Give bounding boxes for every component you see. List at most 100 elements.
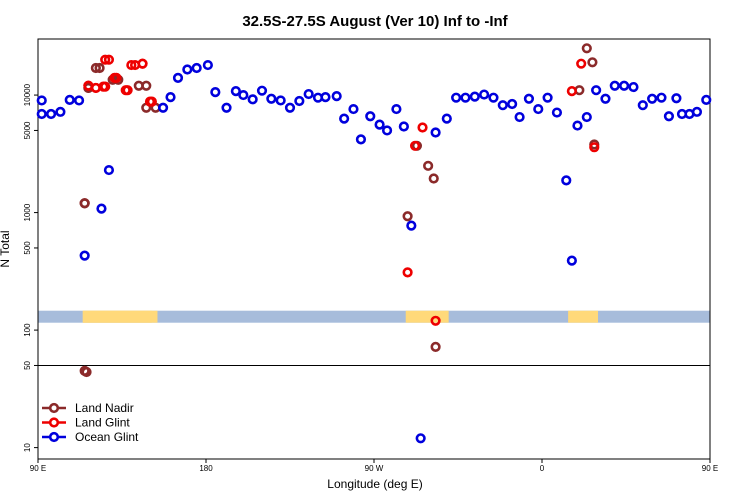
x-axis-title: Longitude (deg E) (327, 477, 422, 491)
data-point (348, 103, 359, 115)
data-point (561, 175, 572, 186)
data-point (94, 62, 105, 74)
data-point (133, 80, 144, 91)
data-point (238, 89, 249, 101)
data-point (157, 102, 169, 113)
data-point (79, 198, 90, 209)
data-point (479, 89, 490, 100)
data-point (355, 134, 367, 145)
data-point (417, 122, 428, 133)
data-point (182, 64, 193, 75)
y-tick-label: 5000 (23, 121, 32, 139)
y-tick-label: 100 (23, 323, 32, 337)
data-point (402, 267, 413, 278)
data-point (73, 95, 85, 106)
legend-item-land-nadir: Land Nadir (42, 401, 134, 415)
x-tick-label: 180 (199, 464, 213, 473)
data-point (256, 85, 268, 96)
data-point (430, 127, 441, 138)
data-point (221, 102, 232, 113)
data-point (406, 220, 417, 231)
series-ocean-glint (36, 59, 712, 444)
y-tick-label: 50 (23, 360, 32, 369)
data-point (81, 366, 92, 378)
data-point (391, 103, 402, 115)
x-tick-label: 90 W (365, 464, 384, 473)
surface-band (38, 310, 710, 323)
data-point (165, 92, 176, 103)
data-point (90, 62, 101, 74)
data-point (409, 140, 421, 151)
data-point (628, 81, 639, 93)
data-point (247, 94, 258, 105)
data-point (566, 86, 577, 97)
chart-title: 32.5S-27.5S August (Ver 10) Inf to -Inf (242, 13, 508, 30)
data-point (303, 88, 314, 100)
data-point (589, 142, 600, 153)
data-point (126, 59, 137, 71)
data-point (591, 85, 602, 96)
land-band-segment (405, 310, 449, 323)
legend-marker (48, 431, 60, 443)
data-point (402, 211, 413, 222)
data-point (172, 72, 184, 83)
data-point (469, 91, 480, 102)
data-point (637, 100, 648, 111)
data-point (266, 93, 277, 104)
data-point (581, 111, 592, 123)
data-point (374, 119, 385, 130)
data-point (122, 85, 133, 96)
x-tick-label: 0 (540, 464, 545, 473)
data-point (423, 160, 434, 171)
data-point (497, 100, 508, 111)
land-band-segment (568, 310, 598, 323)
data-points (36, 43, 712, 444)
y-tick-label: 500 (23, 241, 32, 255)
y-tick-label: 10 (23, 443, 32, 452)
data-point (572, 120, 583, 131)
data-point (103, 54, 115, 65)
data-point (55, 106, 66, 117)
data-point (451, 92, 462, 103)
legend-marker (48, 402, 60, 414)
y-axis: 10 50 100 500 1000 5000 10000 (23, 83, 38, 452)
data-point (671, 93, 682, 104)
x-tick-label: 90 E (702, 464, 718, 473)
y-tick-label: 1000 (23, 203, 32, 221)
y-axis-title: N Total (0, 230, 12, 267)
data-point (365, 111, 376, 122)
data-point (488, 92, 499, 103)
data-point (210, 86, 221, 98)
data-point (460, 92, 471, 103)
data-point (191, 62, 202, 74)
data-point (542, 92, 553, 103)
x-axis: 90 E 180 90 W 0 90 E (30, 459, 718, 473)
data-point (339, 113, 350, 124)
data-point (96, 203, 107, 214)
data-point (202, 59, 213, 71)
legend-marker (48, 417, 60, 428)
data-point (647, 93, 658, 104)
x-tick-label: 90 E (30, 464, 46, 473)
data-point (284, 102, 296, 113)
data-point (331, 90, 342, 102)
legend-label: Land Glint (75, 416, 130, 430)
legend-label: Ocean Glint (75, 430, 139, 444)
y-tick-label: 10000 (23, 83, 32, 106)
data-point (64, 94, 75, 105)
data-point (656, 92, 667, 103)
data-point (144, 96, 156, 107)
data-point (90, 82, 101, 94)
data-point (551, 107, 563, 118)
land-band-segment (82, 310, 152, 323)
data-point (100, 54, 111, 65)
data-point (275, 95, 286, 106)
data-point (581, 43, 592, 54)
data-point (523, 93, 535, 104)
data-point (609, 80, 620, 91)
data-point (430, 341, 441, 352)
ocean-band (38, 310, 710, 323)
data-point (566, 255, 577, 266)
data-point (576, 58, 587, 69)
